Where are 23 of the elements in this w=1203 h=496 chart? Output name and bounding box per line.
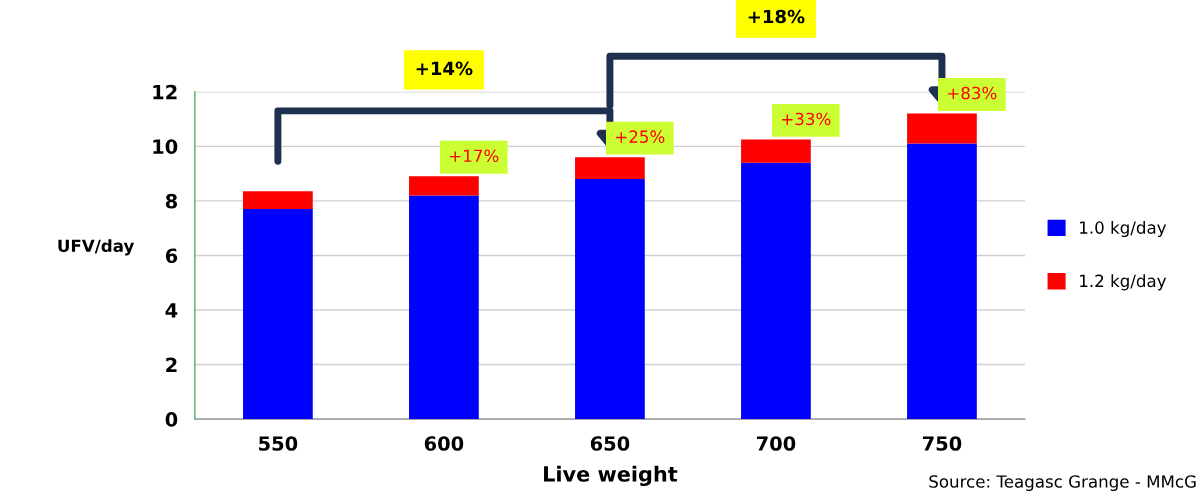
annotation: +25% — [616, 130, 665, 143]
legend-label: 1.2 kg/day — [1080, 274, 1167, 291]
x-tick-label: 700 — [756, 436, 796, 451]
y-tick-label: 0 — [165, 412, 178, 427]
y-tick-label: 8 — [165, 193, 178, 209]
y-tick-label: 6 — [165, 248, 178, 264]
y-tick-label: 2 — [166, 357, 177, 372]
source-note: Source: Teagasc Grange - MMcG — [929, 475, 1196, 492]
y-tick-label: 4 — [165, 303, 178, 318]
x-tick-label: 600 — [424, 436, 464, 451]
x-tick-label: 550 — [259, 436, 298, 451]
text: +14% — [416, 61, 473, 76]
x-tick-label: 750 — [922, 436, 962, 451]
annotation: +33% — [782, 112, 831, 126]
annotation: +83% — [948, 86, 997, 100]
x-tick-label: 650 — [590, 436, 630, 451]
legend-label: 1.0 kg/day — [1080, 220, 1167, 238]
x-axis-title: Live weight — [544, 465, 678, 487]
y-tick-label: 12 — [153, 84, 177, 100]
y-axis-title: UFV/day — [58, 239, 135, 256]
annotation: +17% — [450, 149, 499, 163]
y-tick-label: 10 — [153, 139, 178, 154]
text: +18% — [748, 9, 805, 24]
